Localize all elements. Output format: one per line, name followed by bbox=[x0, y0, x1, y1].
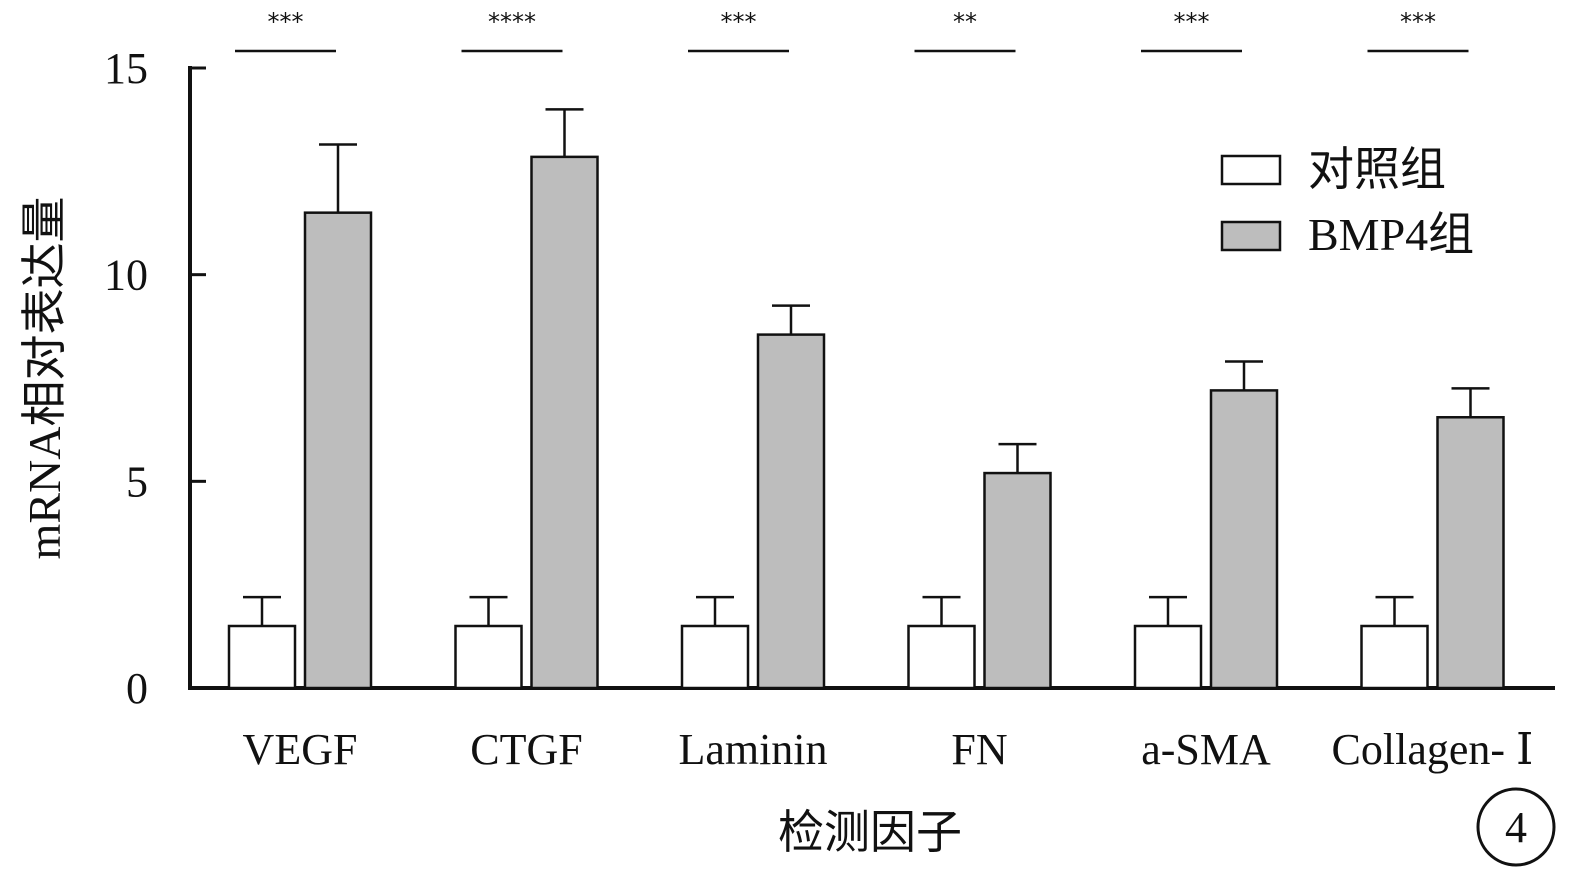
significance-stars: *** bbox=[268, 8, 304, 36]
legend-label-control: 对照组 bbox=[1308, 144, 1446, 195]
bar-bmp4 bbox=[983, 471, 1052, 690]
significance-stars: *** bbox=[1400, 8, 1436, 36]
bar-bmp4 bbox=[530, 155, 599, 690]
bar-control bbox=[907, 624, 976, 690]
x-tick-label: Laminin bbox=[678, 725, 827, 774]
bar-bmp4 bbox=[303, 211, 373, 690]
panel-number-circle bbox=[1476, 787, 1556, 867]
bar-control bbox=[454, 624, 523, 690]
x-tick-label: CTGF bbox=[470, 725, 582, 774]
y-ticks: 0 5 10 15 bbox=[104, 44, 206, 713]
x-tick-label: Collagen- Ⅰ bbox=[1332, 725, 1534, 774]
y-tick-label: 10 bbox=[104, 251, 148, 300]
legend-label-bmp4: BMP4组 bbox=[1308, 209, 1474, 260]
bar-control bbox=[1360, 624, 1429, 690]
significance-markers: *** **** *** ** *** *** bbox=[235, 8, 1469, 53]
bar-control bbox=[680, 624, 750, 690]
axes bbox=[188, 66, 1555, 690]
significance-stars: *** bbox=[721, 8, 757, 36]
bar-control bbox=[1133, 624, 1203, 690]
panel-number: 4 bbox=[1476, 787, 1556, 867]
bar-bmp4 bbox=[1436, 416, 1505, 690]
x-tick-labels: VEGF CTGF Laminin FN a-SMA Collagen- Ⅰ bbox=[243, 725, 1534, 774]
significance-stars: **** bbox=[488, 8, 536, 36]
legend: 对照组 BMP4组 bbox=[1220, 144, 1474, 260]
legend-swatch-bmp4 bbox=[1220, 220, 1282, 252]
legend-swatch-control bbox=[1220, 154, 1282, 186]
y-axis-title: mRNA相对表达量 bbox=[19, 197, 70, 560]
panel-number-text: 4 bbox=[1505, 803, 1527, 852]
x-tick-label: FN bbox=[951, 725, 1007, 774]
x-axis-title: 检测因子 bbox=[778, 807, 962, 858]
significance-stars: *** bbox=[1174, 8, 1210, 36]
y-tick-label: 15 bbox=[104, 44, 148, 93]
significance-stars: ** bbox=[953, 8, 977, 36]
y-tick-label: 0 bbox=[126, 664, 148, 713]
bar-bmp4 bbox=[1209, 389, 1279, 690]
x-tick-label: a-SMA bbox=[1141, 725, 1271, 774]
bars bbox=[227, 108, 1505, 690]
x-tick-label: VEGF bbox=[243, 725, 358, 774]
y-tick-label: 5 bbox=[126, 457, 148, 506]
bar-bmp4 bbox=[756, 333, 826, 690]
bar-control bbox=[227, 624, 297, 690]
